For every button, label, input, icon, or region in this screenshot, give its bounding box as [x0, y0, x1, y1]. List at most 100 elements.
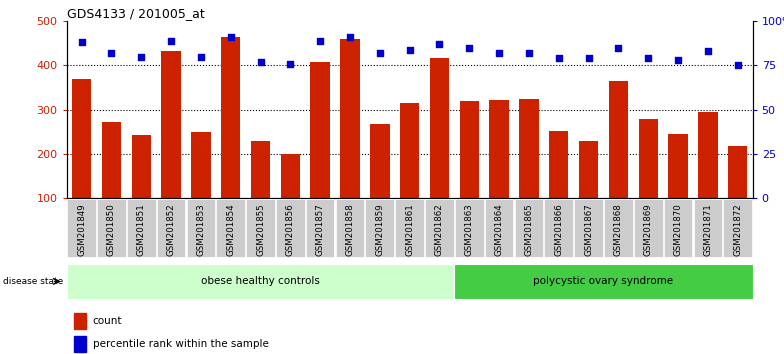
Point — [314, 38, 326, 44]
Bar — [489, 99, 509, 242]
FancyBboxPatch shape — [216, 199, 245, 257]
FancyBboxPatch shape — [694, 199, 722, 257]
Text: GDS4133 / 201005_at: GDS4133 / 201005_at — [67, 7, 205, 20]
Bar — [310, 62, 330, 242]
FancyBboxPatch shape — [724, 199, 752, 257]
Text: GSM201852: GSM201852 — [166, 203, 176, 256]
FancyBboxPatch shape — [67, 264, 455, 299]
Text: GSM201858: GSM201858 — [346, 203, 354, 256]
Bar — [608, 81, 628, 242]
Point — [373, 50, 386, 56]
Bar — [459, 101, 479, 242]
Text: GSM201853: GSM201853 — [196, 203, 205, 256]
Text: count: count — [93, 316, 122, 326]
Text: GSM201868: GSM201868 — [614, 203, 623, 256]
Text: GSM201871: GSM201871 — [703, 203, 713, 256]
Text: GSM201862: GSM201862 — [435, 203, 444, 256]
FancyBboxPatch shape — [455, 199, 484, 257]
Point — [165, 38, 177, 44]
Point — [403, 47, 416, 52]
Text: GSM201854: GSM201854 — [226, 203, 235, 256]
Bar — [430, 57, 449, 242]
Point — [702, 48, 714, 54]
Text: GSM201866: GSM201866 — [554, 203, 563, 256]
Bar — [191, 132, 211, 242]
FancyBboxPatch shape — [425, 199, 454, 257]
Text: obese healthy controls: obese healthy controls — [201, 276, 320, 286]
Text: GSM201856: GSM201856 — [286, 203, 295, 256]
Text: GSM201864: GSM201864 — [495, 203, 503, 256]
Text: polycystic ovary syndrome: polycystic ovary syndrome — [533, 276, 673, 286]
Bar — [340, 39, 360, 242]
Bar — [699, 112, 717, 242]
FancyBboxPatch shape — [97, 199, 125, 257]
Bar — [638, 119, 658, 242]
FancyBboxPatch shape — [157, 199, 185, 257]
Text: GSM201851: GSM201851 — [136, 203, 146, 256]
FancyBboxPatch shape — [455, 264, 753, 299]
FancyBboxPatch shape — [187, 199, 215, 257]
Point — [284, 61, 296, 67]
Text: GSM201850: GSM201850 — [107, 203, 116, 256]
Bar — [281, 154, 300, 242]
FancyBboxPatch shape — [664, 199, 692, 257]
Text: GSM201869: GSM201869 — [644, 203, 653, 256]
FancyBboxPatch shape — [336, 199, 365, 257]
Text: GSM201849: GSM201849 — [77, 203, 86, 256]
FancyBboxPatch shape — [246, 199, 275, 257]
Point — [731, 63, 744, 68]
Point — [224, 34, 237, 40]
Bar — [549, 131, 568, 242]
Text: GSM201872: GSM201872 — [733, 203, 742, 256]
Bar — [519, 99, 539, 242]
Point — [523, 50, 535, 56]
Bar — [162, 51, 181, 242]
Point — [612, 45, 625, 51]
Bar — [72, 79, 91, 242]
Bar — [221, 37, 241, 242]
Text: disease state: disease state — [3, 277, 64, 286]
Point — [75, 40, 88, 45]
Text: GSM201855: GSM201855 — [256, 203, 265, 256]
Text: GSM201865: GSM201865 — [524, 203, 533, 256]
Bar — [579, 141, 598, 242]
Point — [343, 34, 356, 40]
FancyBboxPatch shape — [634, 199, 662, 257]
Text: GSM201870: GSM201870 — [673, 203, 683, 256]
Point — [434, 41, 446, 47]
Bar — [132, 135, 151, 242]
Point — [135, 54, 147, 59]
Text: GSM201867: GSM201867 — [584, 203, 593, 256]
FancyBboxPatch shape — [127, 199, 155, 257]
Point — [105, 50, 118, 56]
FancyBboxPatch shape — [395, 199, 424, 257]
FancyBboxPatch shape — [306, 199, 335, 257]
FancyBboxPatch shape — [544, 199, 573, 257]
Point — [553, 56, 565, 61]
Text: GSM201863: GSM201863 — [465, 203, 474, 256]
Point — [672, 57, 684, 63]
Bar — [400, 103, 419, 242]
FancyBboxPatch shape — [574, 199, 603, 257]
FancyBboxPatch shape — [67, 199, 96, 257]
Bar — [728, 146, 747, 242]
Point — [463, 45, 476, 51]
Bar — [370, 124, 390, 242]
FancyBboxPatch shape — [604, 199, 633, 257]
Text: percentile rank within the sample: percentile rank within the sample — [93, 339, 269, 349]
Text: GSM201861: GSM201861 — [405, 203, 414, 256]
Point — [583, 56, 595, 61]
Bar — [102, 122, 121, 242]
Bar — [251, 141, 270, 242]
FancyBboxPatch shape — [276, 199, 305, 257]
Text: GSM201859: GSM201859 — [376, 203, 384, 256]
Bar — [74, 336, 85, 352]
Point — [642, 56, 655, 61]
FancyBboxPatch shape — [514, 199, 543, 257]
Text: GSM201857: GSM201857 — [316, 203, 325, 256]
Point — [254, 59, 267, 65]
FancyBboxPatch shape — [365, 199, 394, 257]
Point — [493, 50, 506, 56]
Point — [194, 54, 207, 59]
FancyBboxPatch shape — [485, 199, 514, 257]
